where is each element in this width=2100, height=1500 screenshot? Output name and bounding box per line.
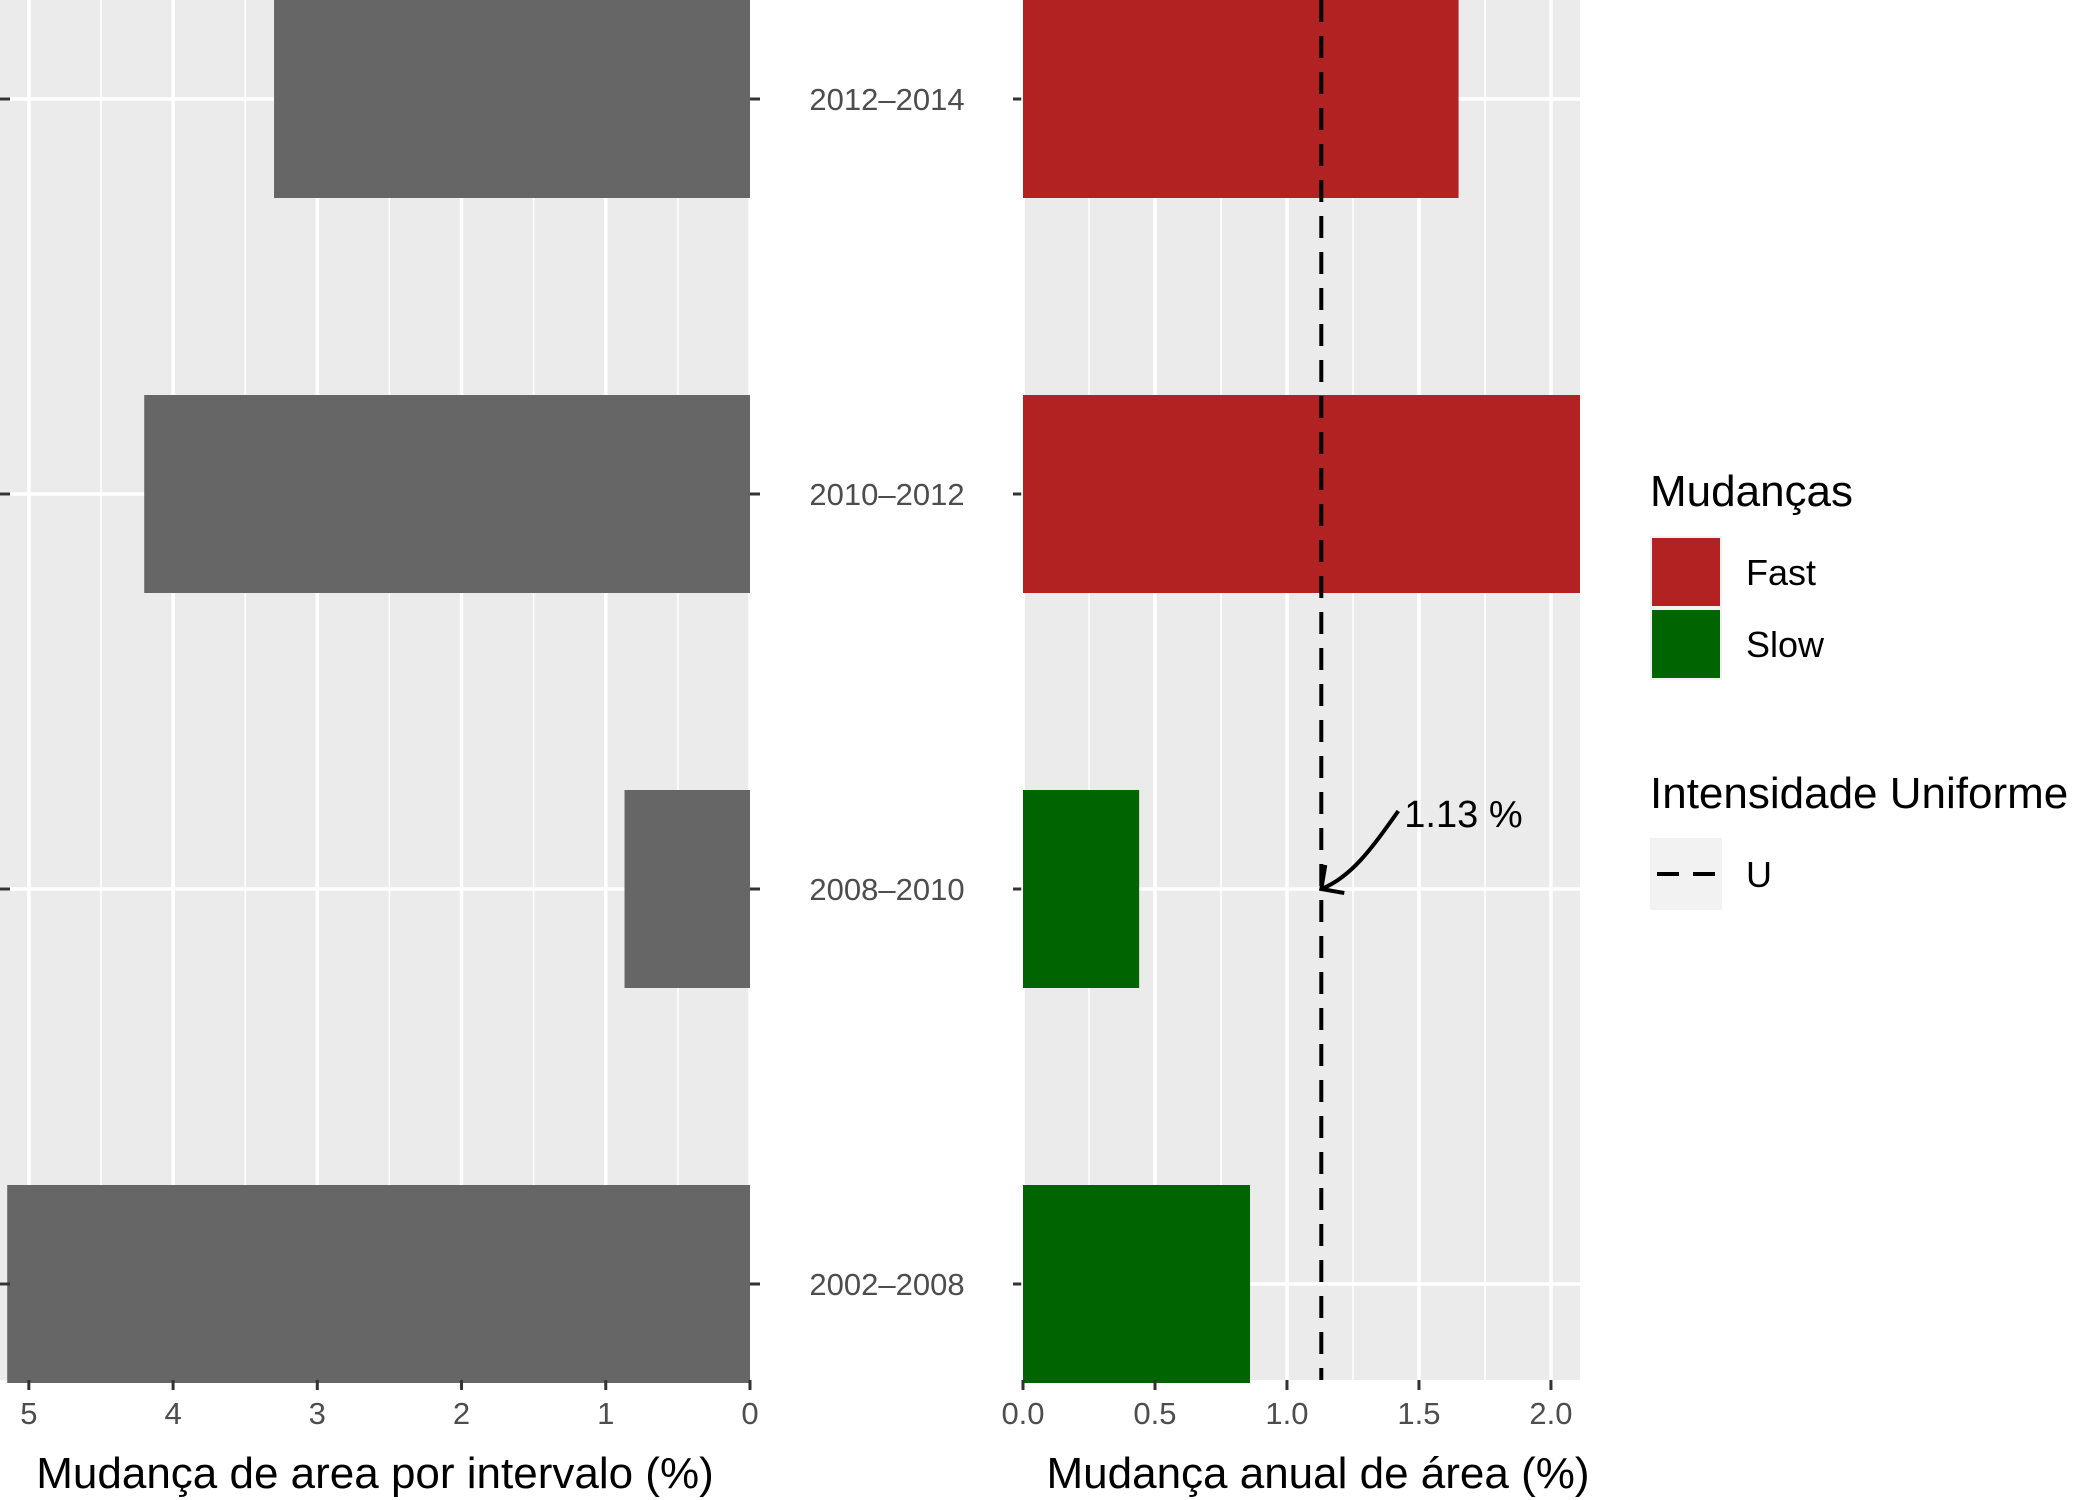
left-bar xyxy=(624,790,750,988)
left-panel-background xyxy=(0,0,750,1380)
right-bar xyxy=(1023,1185,1251,1383)
right-bar xyxy=(1023,395,1580,593)
left-bar xyxy=(7,1185,750,1383)
left-bars xyxy=(7,0,750,1383)
left-x-axis-title: Mudança de area por intervalo (%) xyxy=(36,1449,713,1498)
annotation-label: 1.13 % xyxy=(1404,794,1522,836)
left-x-tick-label: 3 xyxy=(309,1396,326,1431)
left-bar xyxy=(274,0,750,198)
legend: Mudanças Fast Slow Intensidade Uniforme … xyxy=(1650,467,2068,910)
legend-u-label: U xyxy=(1746,854,1772,895)
right-panel-background xyxy=(1023,0,1580,1380)
left-x-tick-label: 0 xyxy=(741,1396,758,1431)
annotation-arrowhead xyxy=(1319,864,1345,895)
right-x-tick-label: 2.0 xyxy=(1529,1396,1572,1431)
left-x-ticks: 5 4 3 2 1 0 xyxy=(20,1380,759,1431)
left-x-tick-label: 2 xyxy=(453,1396,470,1431)
right-x-tick-label: 1.5 xyxy=(1397,1396,1440,1431)
legend-line-title: Intensidade Uniforme xyxy=(1650,769,2068,818)
right-x-tick-label: 0.5 xyxy=(1133,1396,1176,1431)
right-panel: 1.13 % 0.0 0.5 1.0 1.5 2.0 Mudança anual de … xyxy=(1001,0,1590,1498)
category-label: 2002–2008 xyxy=(809,1267,964,1302)
legend-slow-label: Slow xyxy=(1746,624,1825,665)
left-x-tick-label: 4 xyxy=(164,1396,181,1431)
category-label: 2012–2014 xyxy=(809,82,964,117)
legend-fill-title: Mudanças xyxy=(1650,467,1853,516)
right-bars xyxy=(1023,0,1580,1383)
left-x-tick-label: 1 xyxy=(597,1396,614,1431)
category-label: 2010–2012 xyxy=(809,477,964,512)
category-label: 2008–2010 xyxy=(809,872,964,907)
legend-fast-label: Fast xyxy=(1746,552,1816,593)
legend-slow-swatch xyxy=(1652,610,1720,678)
left-bar xyxy=(144,395,750,593)
right-bar xyxy=(1023,0,1459,198)
right-x-tick-label: 1.0 xyxy=(1265,1396,1308,1431)
right-bar xyxy=(1023,790,1140,988)
left-panel: 5 4 3 2 1 0 2012–2014 2010–2012 2008–2010 2002–2… xyxy=(0,0,1023,1498)
left-x-tick-label: 5 xyxy=(20,1396,37,1431)
right-x-tick-label: 0.0 xyxy=(1001,1396,1044,1431)
left-y-ticks: 2012–2014 2010–2012 2008–2010 2002–2008 xyxy=(0,82,1023,1302)
right-x-axis-title: Mudança anual de área (%) xyxy=(1047,1449,1590,1498)
right-x-ticks: 0.0 0.5 1.0 1.5 2.0 xyxy=(1001,1380,1573,1431)
legend-fast-swatch xyxy=(1652,538,1720,606)
annotation-arrow xyxy=(1320,809,1400,891)
